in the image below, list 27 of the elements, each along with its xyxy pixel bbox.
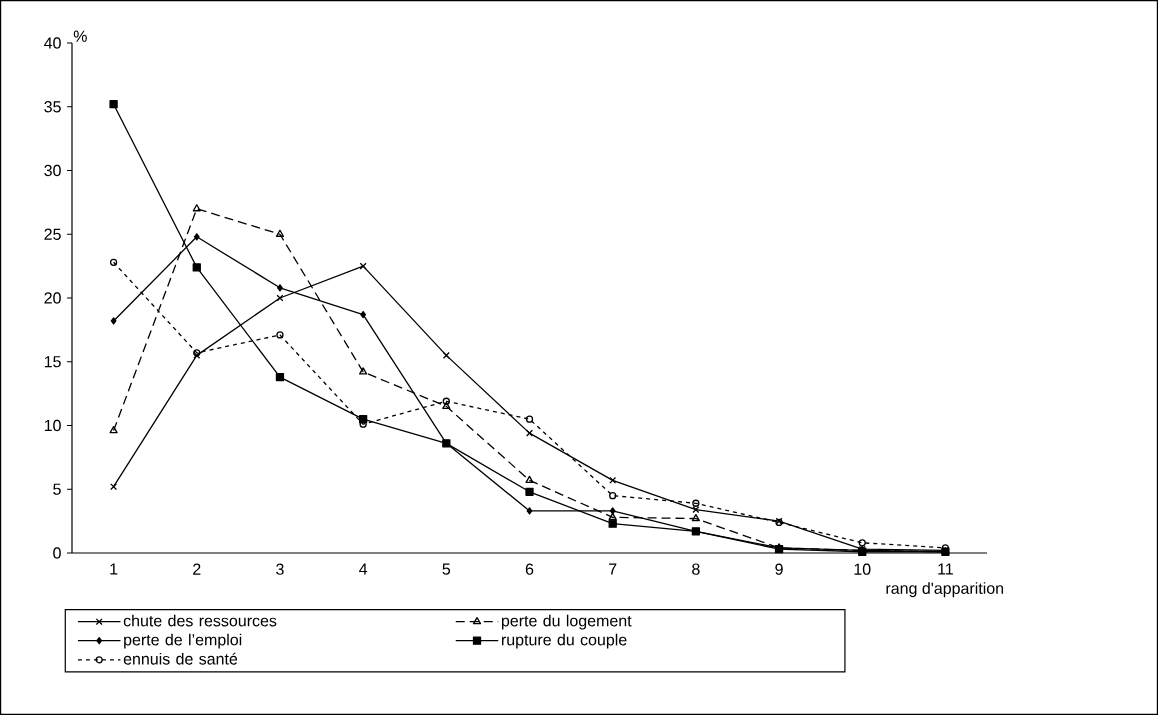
x-tick-label: 9	[775, 563, 783, 575]
x-tick-label: 5	[442, 563, 451, 575]
x-tick-label: 10	[854, 563, 871, 575]
x-axis-title: rang d'apparition	[886, 582, 1004, 598]
x-tick-label: 1	[110, 563, 118, 575]
x-tick-label: 4	[359, 563, 368, 575]
x-tick-label: 8	[692, 563, 700, 575]
y-tick-label: 40	[44, 37, 61, 49]
y-tick-label: 5	[53, 483, 61, 495]
y-tick-label: 30	[44, 164, 61, 177]
y-tick-label: 15	[44, 356, 61, 368]
legend-label: perte du logement	[501, 614, 632, 630]
legend-label: perte de l’emploi	[124, 633, 242, 649]
x-tick-label: 11	[938, 563, 953, 575]
y-tick-label: 35	[44, 101, 61, 113]
legend-label: rupture du couple	[501, 633, 627, 649]
x-tick-label: 6	[525, 563, 534, 575]
x-tick-label: 3	[276, 563, 284, 575]
legend-label: ennuis de santé	[123, 652, 238, 665]
x-tick-label: 7	[609, 563, 617, 575]
y-axis-title: %	[73, 30, 87, 42]
y-tick-label: 20	[44, 292, 61, 304]
y-tick-label: 10	[44, 419, 61, 432]
y-tick-label: 25	[44, 228, 61, 240]
x-tick-label: 2	[193, 563, 201, 575]
legend-label: chute des ressources	[123, 614, 277, 627]
y-tick-label: 0	[53, 547, 61, 559]
